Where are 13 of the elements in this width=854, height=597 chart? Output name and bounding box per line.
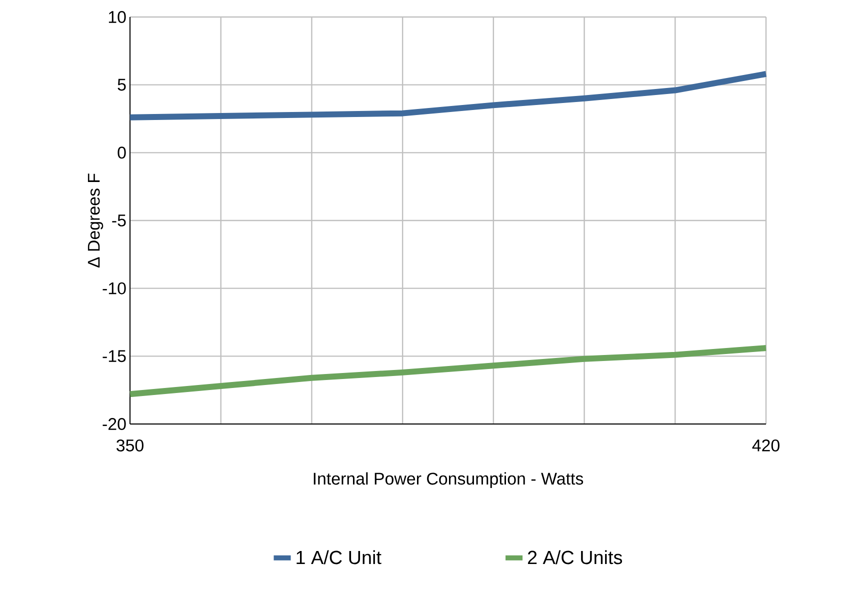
legend-label: 1 A/C Unit	[296, 550, 382, 564]
y-axis-title: Δ Degrees F	[88, 174, 104, 268]
y-tick-label: -5	[112, 214, 126, 226]
legend-label: 2 A/C Units	[528, 550, 622, 564]
x-tick-label: 420	[752, 439, 780, 452]
y-tick-label: 5	[118, 78, 126, 91]
x-tick-label: 350	[116, 439, 144, 452]
y-tick-label: 10	[108, 11, 126, 24]
x-axis-title: Internal Power Consumption - Watts	[314, 472, 584, 488]
y-tick-label: -10	[102, 282, 126, 294]
y-tick-label: 0	[118, 146, 126, 159]
y-tick-label: -15	[102, 350, 126, 362]
y-tick-label: -20	[102, 418, 126, 430]
